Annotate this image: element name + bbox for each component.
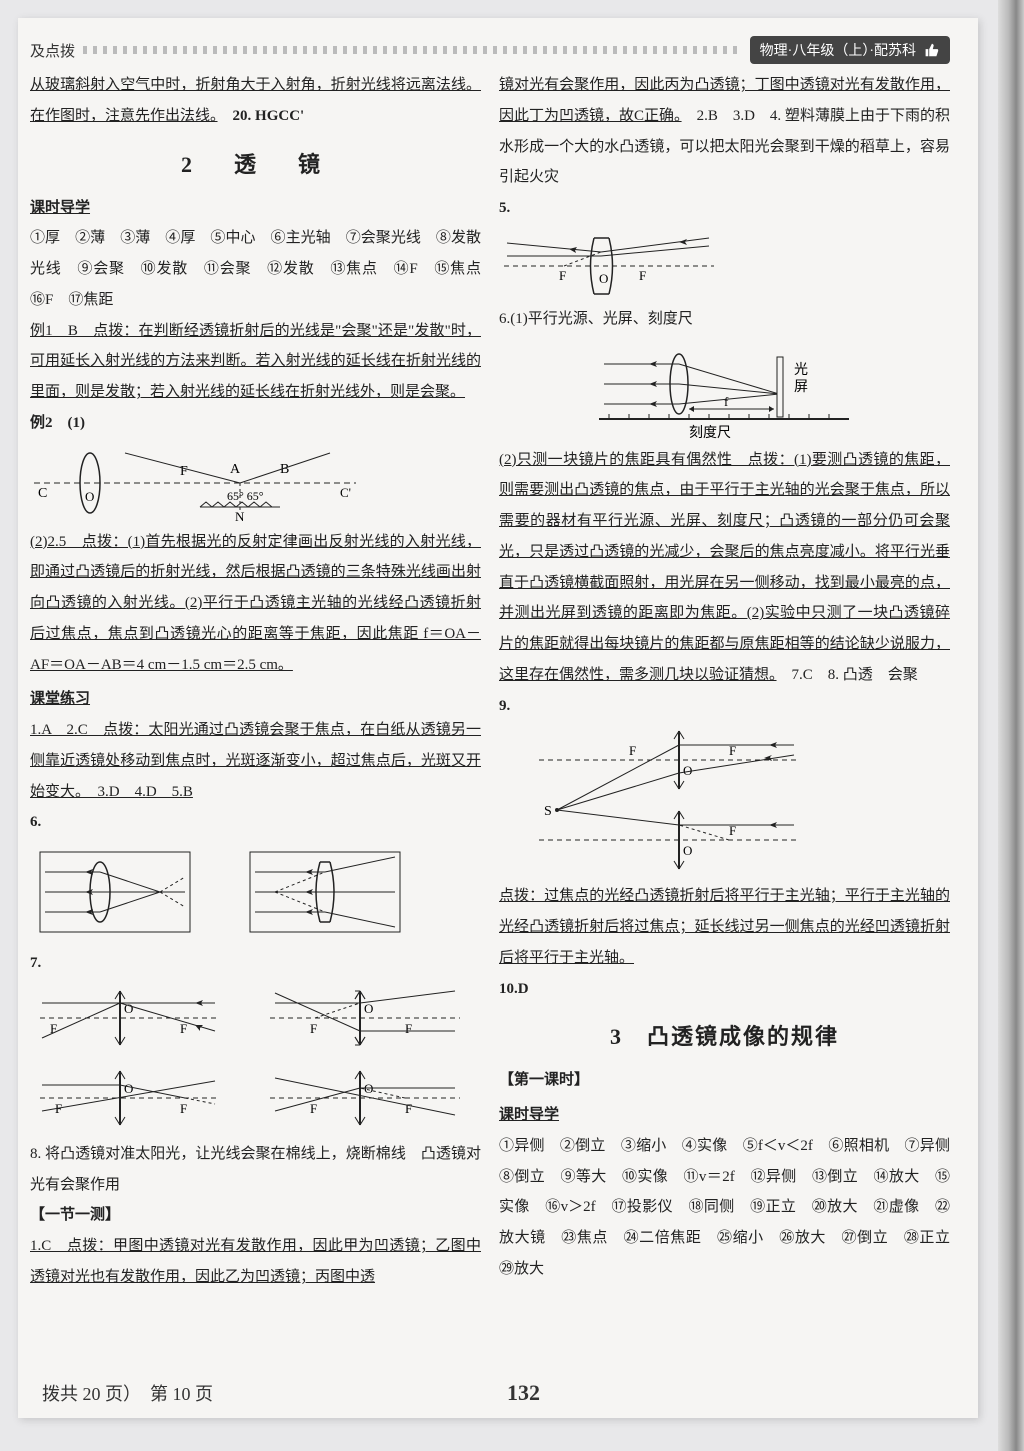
left-column: 从玻璃斜射入空气中时，折射角大于入射角，折射光线将远离法线。在作图时，注意先作出…: [30, 70, 481, 1293]
header-left: 及点拨: [30, 40, 75, 61]
diagram-r6: 光 屏 f 刻度尺: [589, 339, 950, 439]
svg-text:O: O: [599, 271, 608, 286]
text: (2)2.5 点拨：(1)首先根据光的反射定律画出反射光线的入射光线，即通过凸透…: [30, 534, 481, 673]
diagram-q7: O F F: [30, 983, 481, 1133]
header-dots: [83, 46, 742, 54]
text: 7.: [30, 955, 41, 971]
subheading: 【第一课时】: [499, 1065, 950, 1096]
svg-text:S: S: [544, 804, 552, 819]
text: 20. HGCC': [233, 108, 305, 124]
svg-text:刻度尺: 刻度尺: [689, 425, 731, 439]
text: 6.(1)平行光源、光屏、刻度尺: [499, 304, 950, 335]
subheading: 课堂练习: [30, 684, 481, 715]
svg-text:O: O: [683, 763, 692, 778]
svg-text:F: F: [310, 1021, 317, 1036]
footer-left: 拨共 20 页） 第 10 页: [42, 1380, 213, 1406]
svg-text:F: F: [310, 1101, 317, 1116]
svg-text:N: N: [235, 509, 245, 521]
svg-text:C': C': [340, 485, 351, 500]
svg-text:F: F: [180, 464, 188, 479]
section-title-2: 2 透 镜: [30, 142, 481, 187]
subheading: 【一节一测】: [30, 1200, 481, 1231]
svg-text:O: O: [85, 489, 94, 504]
svg-text:F: F: [629, 743, 636, 758]
text: 7.C 8. 凸透 会聚: [792, 667, 918, 683]
book-spine: [998, 0, 1024, 1451]
text: 点拨：过焦点的光经凸透镜折射后将平行于主光轴；平行于主光轴的光经凸透镜折射后将过…: [499, 888, 950, 966]
text: 10.D: [499, 981, 529, 997]
header-badge: 物理·八年级（上）·配苏科: [750, 36, 950, 64]
text: 例1 B 点拨：在判断经透镜折射后的光线是"会聚"还是"发散"时，可用延长入射光…: [30, 323, 481, 401]
svg-text:F: F: [405, 1101, 412, 1116]
text: ①异侧 ②倒立 ③缩小 ④实像 ⑤f＜v＜2f ⑥照相机 ⑦异侧 ⑧倒立 ⑨等大…: [499, 1131, 950, 1285]
text: 9.: [499, 698, 510, 714]
svg-text:65° 65°: 65° 65°: [227, 489, 264, 503]
svg-text:f: f: [724, 394, 729, 409]
diagram-r9: F O F S F O: [529, 725, 950, 875]
svg-text:F: F: [180, 1101, 187, 1116]
page-footer: 拨共 20 页） 第 10 页 132: [18, 1380, 978, 1406]
text: ①厚 ②薄 ③薄 ④厚 ⑤中心 ⑥主光轴 ⑦会聚光线 ⑧发散光线 ⑨会聚 ⑩发散…: [30, 223, 481, 315]
text: 1.A 2.C 点拨：太阳光通过凸透镜会聚于焦点，在白纸从透镜另一侧靠近透镜处移…: [30, 722, 481, 800]
svg-text:A: A: [230, 462, 241, 477]
subheading: 课时导学: [499, 1100, 950, 1131]
text: 1.C 点拨：甲图中透镜对光有发散作用，因此甲为凹透镜；乙图中透镜对光也有发散作…: [30, 1238, 481, 1285]
page-number: 132: [507, 1380, 540, 1406]
text: 8. 将凸透镜对准太阳光，让光线会聚在棉线上，烧断棉线 凸透镜对光有会聚作用: [30, 1139, 481, 1201]
diagram-r5: F O F: [499, 228, 950, 298]
svg-text:C: C: [38, 486, 47, 501]
subheading: 课时导学: [30, 193, 481, 224]
text: 例2 (1): [30, 415, 85, 431]
svg-text:O: O: [364, 1001, 373, 1016]
svg-text:F: F: [559, 268, 566, 283]
section-title-3: 3 凸透镜成像的规律: [499, 1014, 950, 1059]
svg-text:F: F: [180, 1021, 187, 1036]
text: 5.: [499, 200, 510, 216]
text: 6.: [30, 814, 41, 830]
text: (2)只测一块镜片的焦距具有偶然性 点拨：(1)要测凸透镜的焦距，则需要测出凸透…: [499, 452, 950, 683]
svg-text:F: F: [639, 268, 646, 283]
right-column: 镜对光有会聚作用，因此丙为凸透镜；丁图中透镜对光有发散作用，因此丁为凹透镜，故C…: [499, 70, 950, 1293]
thumb-icon: [922, 41, 940, 59]
svg-text:O: O: [683, 843, 692, 858]
svg-text:F: F: [405, 1021, 412, 1036]
diagram-ex2: C O F A B C' 65° 65° N: [30, 443, 481, 521]
diagram-q6: [30, 842, 481, 942]
svg-text:O: O: [124, 1081, 133, 1096]
svg-text:光: 光: [794, 362, 808, 378]
svg-text:屏: 屏: [794, 380, 808, 395]
